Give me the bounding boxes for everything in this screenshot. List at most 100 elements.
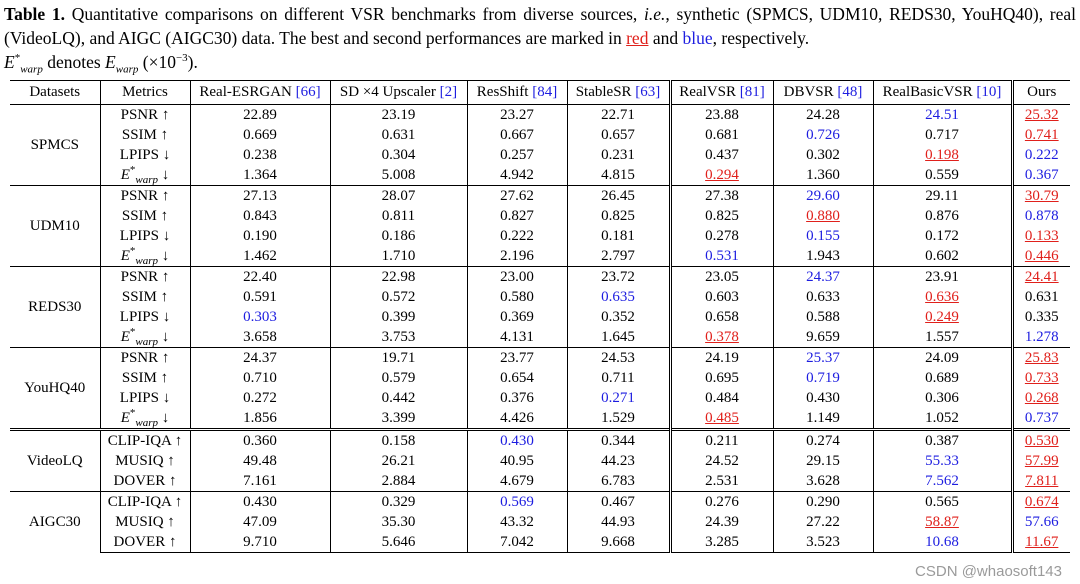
- value-cell: 0.631: [329, 125, 467, 145]
- value-cell: 2.196: [466, 246, 567, 267]
- value: 0.360: [243, 432, 277, 449]
- value: 0.695: [705, 369, 739, 386]
- value: 0.530: [1024, 432, 1059, 449]
- value-cell: 0.367: [1010, 165, 1070, 186]
- value-cell: 0.437: [668, 145, 773, 165]
- column-header: Datasets: [10, 80, 100, 105]
- value-cell: 0.726: [772, 125, 873, 145]
- value-cell: 0.378: [668, 327, 773, 348]
- value: 4.131: [500, 328, 534, 345]
- value: 2.531: [705, 472, 739, 489]
- value: 0.378: [705, 328, 739, 345]
- value-cell: 0.430: [466, 428, 567, 451]
- caption-text: Quantitative comparisons on different VS…: [71, 4, 645, 24]
- value: 44.23: [601, 452, 635, 469]
- value-cell: 1.360: [772, 165, 873, 186]
- value-cell: 0.876: [872, 206, 1012, 226]
- value-cell: 0.654: [466, 368, 567, 388]
- value: 0.437: [705, 146, 739, 163]
- value-cell: 0.531: [668, 246, 773, 267]
- metric-cell: MUSIQ ↑: [99, 512, 190, 532]
- results-table: Datasets Metrics Real-ESRGAN [66] SD ×4 Ups…: [10, 80, 1070, 553]
- value: 44.93: [601, 513, 635, 530]
- value: 0.667: [500, 126, 534, 143]
- value-cell: 23.91: [872, 266, 1012, 287]
- value-cell: 10.68: [872, 532, 1012, 553]
- value: 24.09: [925, 349, 959, 366]
- value: 7.562: [925, 472, 959, 489]
- caption-math: E: [105, 52, 116, 72]
- value-cell: 0.827: [466, 206, 567, 226]
- value: 0.658: [705, 308, 739, 325]
- value: 1.856: [243, 409, 277, 426]
- header-ref: [66]: [295, 84, 321, 100]
- value: 0.485: [705, 409, 739, 426]
- value: 23.27: [500, 106, 534, 123]
- value: 7.161: [243, 472, 277, 489]
- value: 3.523: [806, 533, 840, 550]
- header-ref: [48]: [837, 84, 863, 100]
- metric-name: LPIPS ↓: [119, 389, 171, 406]
- table-row: SSIM ↑ 0.710 0.579 0.654 0.711 0.695 0.719 0.68…: [10, 368, 1070, 388]
- value-cell: 0.602: [872, 246, 1012, 267]
- value: 1.645: [601, 328, 635, 345]
- dataset-cell: VideoLQ: [10, 428, 100, 492]
- value-cell: 7.562: [872, 471, 1012, 492]
- caption-text: , respectively.: [712, 28, 810, 48]
- metric-name: ↓: [158, 328, 170, 345]
- value-cell: 0.565: [872, 491, 1012, 512]
- metric-name: E: [120, 409, 130, 426]
- caption-text: ).: [187, 52, 198, 72]
- value-cell: 0.272: [189, 388, 330, 408]
- value-cell: 0.741: [1010, 125, 1070, 145]
- value-cell: 0.717: [872, 125, 1012, 145]
- value-cell: 25.37: [772, 347, 873, 368]
- caption-text: , synthetic (SPMCS, UDM10, REDS30, YouHQ…: [4, 4, 1077, 48]
- metric-name: E: [120, 247, 130, 264]
- table-row: E*warp ↓ 1.364 5.008 4.942 4.815 0.294 1.360 0.…: [10, 164, 1070, 186]
- value: 24.53: [601, 349, 635, 366]
- column-header: RealVSR [81]: [668, 80, 773, 105]
- dataset-cell: YouHQ40: [10, 347, 100, 430]
- value-cell: 0.825: [668, 206, 773, 226]
- value: 3.285: [705, 533, 739, 550]
- header-name: Datasets: [29, 84, 81, 100]
- metric-cell: LPIPS ↓: [99, 307, 190, 327]
- value-cell: 24.51: [872, 104, 1012, 125]
- value-cell: 0.689: [872, 368, 1012, 388]
- value-cell: 7.811: [1010, 471, 1070, 492]
- value-cell: 1.856: [189, 408, 330, 430]
- value-cell: 0.133: [1010, 226, 1070, 246]
- value-cell: 25.32: [1010, 104, 1070, 125]
- table-row: MUSIQ ↑ 49.48 26.21 40.95 44.23 24.52 29.15 55.…: [10, 451, 1070, 471]
- table-row: VideoLQ CLIP-IQA ↑ 0.360 0.158 0.430 0.344 0.2…: [10, 428, 1070, 492]
- value-cell: 0.304: [329, 145, 467, 165]
- value: 24.51: [925, 106, 959, 123]
- value: 1.462: [243, 247, 277, 264]
- value-cell: 24.37: [189, 347, 330, 368]
- value: 4.426: [500, 409, 534, 426]
- value: 0.579: [381, 369, 416, 386]
- value: 22.98: [381, 268, 416, 285]
- value: 0.387: [925, 432, 959, 449]
- header-ref: [84]: [532, 84, 558, 100]
- value-cell: 0.211: [668, 428, 773, 451]
- metric-name: ↓: [158, 247, 170, 264]
- value: 0.399: [381, 308, 416, 325]
- value-cell: 47.09: [189, 512, 330, 532]
- value-cell: 23.05: [668, 266, 773, 287]
- value: 27.22: [806, 513, 840, 530]
- value: 22.89: [243, 106, 277, 123]
- value: 0.430: [500, 432, 534, 449]
- value-cell: 57.99: [1010, 451, 1070, 471]
- value: 1.149: [806, 409, 840, 426]
- value: 24.28: [806, 106, 840, 123]
- table-row: LPIPS ↓ 0.272 0.442 0.376 0.271 0.484 0.430 0.3…: [10, 388, 1070, 408]
- metric-cell: PSNR ↑: [99, 266, 190, 287]
- metric-cell: LPIPS ↓: [99, 226, 190, 246]
- value: 10.68: [925, 533, 959, 550]
- value-cell: 3.523: [772, 532, 873, 553]
- value: 0.446: [1024, 247, 1059, 264]
- value-cell: 0.579: [329, 368, 467, 388]
